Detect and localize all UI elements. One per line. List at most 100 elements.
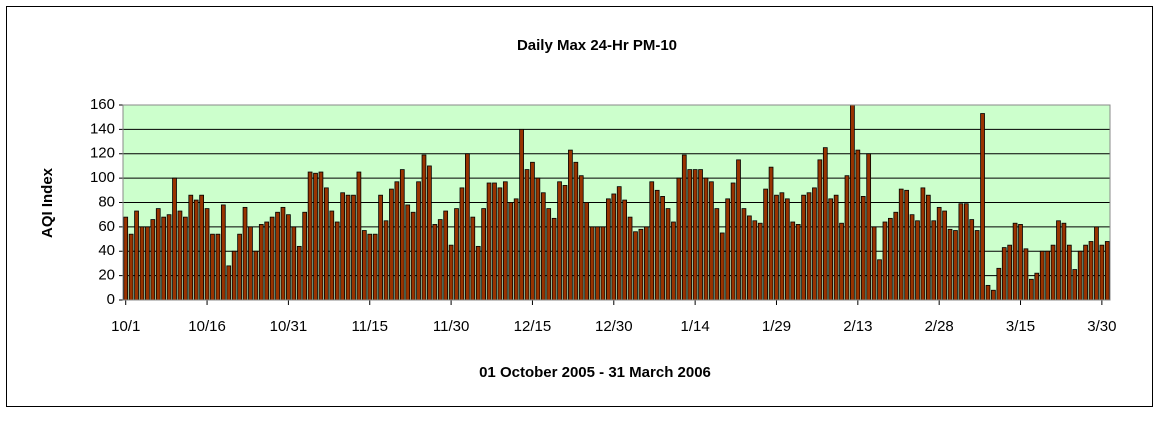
bar: [123, 216, 129, 301]
bar: [454, 208, 459, 301]
bar: [795, 224, 801, 301]
bar: [638, 228, 644, 301]
bar: [665, 208, 671, 301]
bar: [915, 220, 920, 301]
y-tick-label: 100: [90, 169, 115, 186]
bar: [725, 198, 731, 301]
bar: [356, 171, 362, 301]
bar: [980, 113, 985, 301]
bar: [687, 169, 693, 301]
bar: [839, 222, 844, 301]
bar: [627, 216, 633, 301]
bar: [465, 153, 470, 301]
bar: [606, 198, 611, 301]
bar: [427, 165, 432, 301]
bar: [974, 230, 980, 301]
bar: [150, 219, 156, 301]
bar: [730, 182, 736, 301]
bar: [860, 196, 866, 301]
bar: [985, 284, 991, 301]
bar: [1056, 220, 1061, 301]
bar: [172, 177, 177, 301]
x-tick-label: 3/15: [1006, 318, 1035, 335]
bar: [193, 199, 199, 301]
bar: [448, 244, 454, 301]
bar: [622, 199, 627, 301]
bar: [215, 233, 221, 301]
chart-title: Daily Max 24-Hr PM-10: [517, 37, 677, 54]
bar: [714, 208, 720, 301]
bar: [481, 208, 486, 301]
bar: [806, 192, 812, 301]
bar: [633, 231, 638, 301]
bar: [833, 194, 839, 301]
bar: [513, 198, 519, 301]
bar: [1077, 250, 1083, 301]
x-tick-label: 10/1: [111, 318, 140, 335]
bar: [334, 221, 340, 301]
bar: [1029, 278, 1034, 301]
bar: [361, 230, 367, 301]
bar: [871, 226, 877, 301]
bar: [866, 153, 872, 301]
bar: [421, 154, 427, 301]
bar: [698, 169, 703, 301]
bar: [275, 211, 280, 301]
bar: [920, 187, 926, 301]
bar: [936, 206, 942, 301]
x-tick-label: 12/30: [595, 318, 633, 335]
bar: [1050, 244, 1056, 301]
y-tick-label: 120: [90, 145, 115, 162]
bar: [784, 198, 790, 301]
bar: [204, 208, 210, 301]
bar: [942, 210, 947, 301]
bar: [660, 196, 665, 301]
bar: [1023, 248, 1029, 301]
y-tick-label: 140: [90, 120, 115, 137]
bar: [931, 220, 937, 301]
bar: [492, 182, 497, 301]
bar: [443, 210, 449, 301]
bar: [155, 208, 161, 301]
bar: [573, 161, 579, 301]
bar: [497, 187, 503, 301]
y-tick-label: 20: [98, 267, 115, 284]
bar: [367, 233, 373, 301]
bar: [1072, 269, 1078, 301]
bar: [752, 220, 758, 301]
y-tick-label: 40: [98, 242, 115, 259]
bar: [183, 216, 188, 301]
bar: [486, 182, 492, 301]
bar: [681, 154, 687, 301]
bar: [812, 187, 817, 301]
y-tick-label: 80: [98, 193, 115, 210]
bar: [177, 210, 183, 301]
bar: [318, 171, 324, 301]
bar: [763, 188, 768, 301]
bar: [383, 220, 389, 301]
bar: [589, 226, 595, 301]
bar: [405, 204, 411, 301]
bar: [253, 250, 259, 301]
bar: [822, 147, 828, 301]
bar: [378, 194, 383, 301]
bar: [432, 224, 438, 301]
bar: [551, 217, 557, 301]
y-tick-label: 160: [90, 96, 115, 113]
bar: [557, 181, 562, 301]
x-tick-label: 2/28: [925, 318, 954, 335]
bar: [1012, 222, 1018, 301]
bar: [568, 149, 573, 301]
bar: [584, 202, 590, 301]
bar: [296, 245, 302, 301]
bar: [709, 181, 714, 301]
bar: [324, 187, 329, 301]
bar: [437, 219, 443, 301]
bar: [925, 194, 931, 301]
bar: [654, 189, 660, 301]
bar: [231, 250, 237, 301]
y-tick-label: 0: [107, 291, 115, 308]
bar: [600, 226, 606, 301]
bar: [546, 208, 552, 301]
